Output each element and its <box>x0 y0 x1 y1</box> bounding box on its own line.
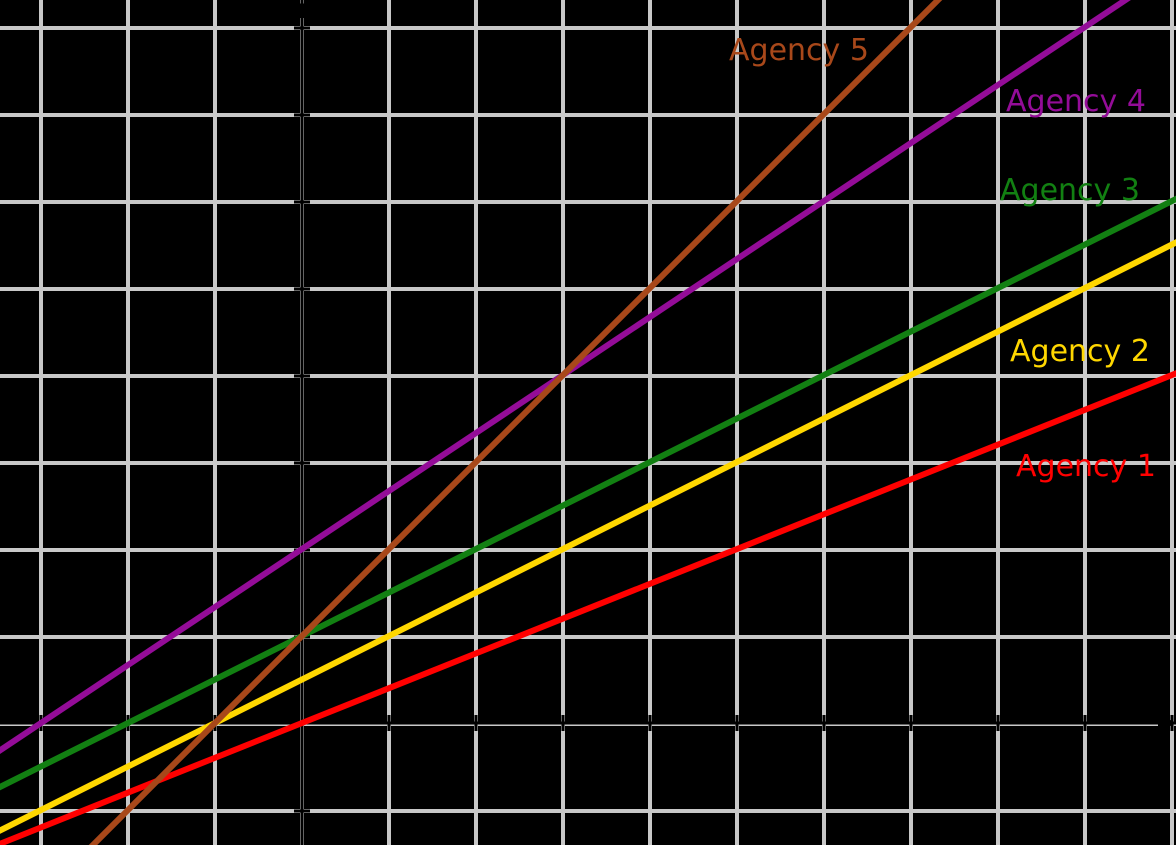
series-label-agency-5: Agency 5 <box>729 33 869 68</box>
series-label-agency-1: Agency 1 <box>1016 449 1156 484</box>
series-label-agency-3: Agency 3 <box>1000 173 1140 208</box>
series-label-agency-4: Agency 4 <box>1006 84 1146 119</box>
series-line-agency-2 <box>0 239 1176 834</box>
y-axis-arrow <box>293 0 311 18</box>
series-line-agency-4 <box>0 0 1131 754</box>
series-label-agency-2: Agency 2 <box>1010 334 1150 369</box>
x-axis-arrow <box>1158 714 1176 732</box>
series-line-agency-3 <box>0 195 1176 791</box>
series-line-agency-1 <box>0 370 1176 845</box>
